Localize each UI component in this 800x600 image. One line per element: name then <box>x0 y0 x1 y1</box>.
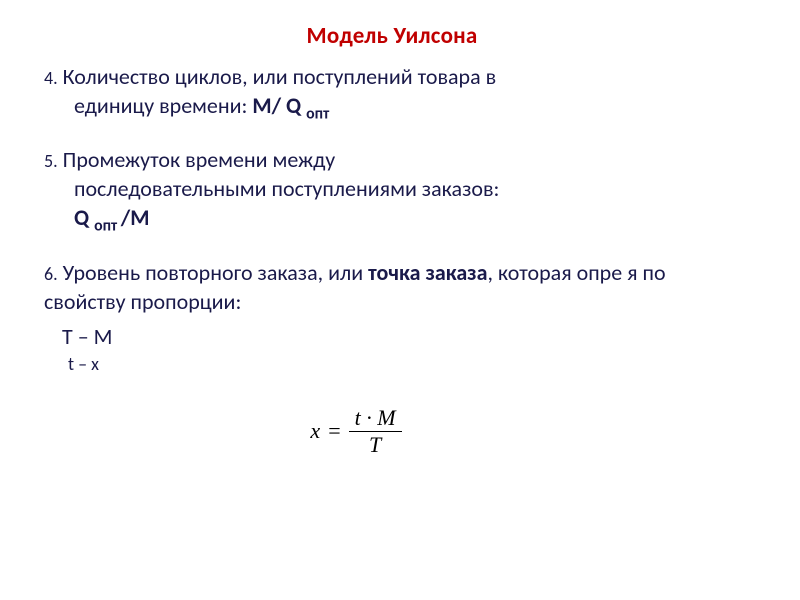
item-6-line-tm: Т – М <box>44 322 740 351</box>
item-6-line-tx: t – x <box>44 353 740 375</box>
item-4-formula-sub: опт <box>306 104 329 123</box>
slide-title: Модель Уилсона <box>44 22 740 50</box>
equation-overlay: x = t · M T <box>266 403 446 459</box>
item-5-formula-lead: Q <box>74 204 94 231</box>
item-5-number: 5. <box>44 150 58 172</box>
item-6: 6. Уровень повторного заказа, или точка … <box>44 258 740 316</box>
item-4: 4. Количество циклов, или поступлений то… <box>44 62 740 125</box>
item-4-text-line1: Количество циклов, или поступлений товар… <box>58 63 496 90</box>
item-4-formula-lead: М/ Q <box>252 92 306 119</box>
item-6-bold-term: точка заказа <box>368 259 487 286</box>
item-5-formula-sub: опт <box>94 217 121 236</box>
item-5-text-line2: последовательными поступлениями заказов: <box>44 174 740 203</box>
item-5-formula-tail: /М <box>121 204 150 231</box>
equation-content: x = t · M T <box>310 406 401 455</box>
equation-denominator: T <box>363 432 387 456</box>
equation-numerator: t · M <box>349 406 402 430</box>
item-5-text-line1: Промежуток времени между <box>58 146 336 173</box>
equation-lhs: x <box>310 418 320 444</box>
item-4-number: 4. <box>44 67 58 89</box>
item-6-number: 6. <box>44 263 58 285</box>
slide-container: Модель Уилсона 4. Количество циклов, или… <box>0 0 800 600</box>
equation-equals: = <box>328 418 340 444</box>
equation-fraction: t · M T <box>349 406 402 455</box>
item-5: 5. Промежуток времени между последовател… <box>44 145 740 237</box>
item-6-text-a: Уровень повторного заказа, или <box>58 259 368 286</box>
item-4-text-line2: единицу времени: <box>74 92 252 119</box>
